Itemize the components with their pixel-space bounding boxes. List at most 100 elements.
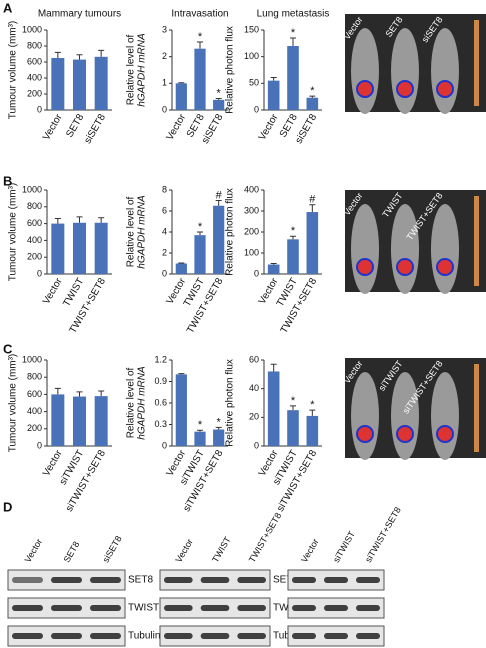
bar (175, 83, 187, 110)
bar (51, 58, 65, 110)
blot-band (51, 605, 82, 611)
significance-marker: * (291, 395, 296, 407)
blot-band (292, 605, 316, 611)
error-bar (270, 263, 277, 265)
bar (194, 235, 206, 274)
y-tick-label: 1.2 (154, 354, 167, 364)
y-tick-label: 0.9 (154, 376, 167, 386)
bar (94, 56, 108, 110)
blot-band (164, 577, 193, 583)
y-axis-label: Relative photon flux (225, 188, 236, 276)
chart-title: Mammary tumours (38, 9, 121, 20)
bar (287, 239, 299, 274)
y-tick-label: 0 (254, 268, 259, 278)
y-tick-label: 6 (162, 205, 167, 215)
error-bar (98, 390, 105, 397)
color-scale (474, 196, 479, 286)
bar (94, 222, 108, 274)
bar (306, 97, 319, 110)
x-tick-label: Vector (165, 112, 189, 143)
mouse (431, 204, 459, 294)
blot-band (200, 605, 230, 611)
y-axis-label: hGAPDH mRNA (137, 366, 148, 440)
bar (213, 429, 225, 446)
lane-label: siTWIST (331, 529, 357, 564)
bar (287, 410, 299, 446)
error-bar (54, 51, 61, 58)
y-tick-label: 100 (244, 247, 259, 257)
protein-label: TWIST (128, 603, 159, 614)
y-axis-label: Relative photon flux (225, 26, 236, 114)
y-tick-label: 20 (249, 412, 259, 422)
signal (436, 425, 454, 443)
y-tick-label: 0 (37, 440, 42, 450)
y-tick-label: 100 (244, 51, 259, 61)
protein-label: SET8 (128, 575, 153, 586)
error-bar (76, 54, 83, 60)
significance-marker: * (198, 31, 203, 43)
y-axis-label: Relative level of (126, 34, 137, 105)
blot-band (237, 633, 266, 639)
y-tick-label: 40 (249, 383, 259, 393)
error-bar (309, 95, 316, 98)
y-tick-label: 600 (27, 218, 42, 228)
error-bar (215, 200, 222, 206)
bar (306, 212, 319, 274)
error-bar (76, 216, 83, 223)
chart-title: Intravasation (171, 9, 228, 20)
color-scale (474, 20, 479, 106)
error-bar (98, 49, 105, 57)
lane-label: siTWIST+SET8 (363, 505, 403, 564)
y-tick-label: 1000 (22, 354, 42, 364)
error-bar (290, 37, 296, 46)
lane-label: Vector (299, 537, 320, 564)
y-tick-label: 8 (162, 184, 167, 194)
error-bar (270, 76, 277, 81)
lane-label: TWIST+SET8 (247, 511, 284, 564)
y-axis-label: Tumour volume (mm³) (8, 354, 19, 453)
bar (213, 99, 225, 110)
error-bar (197, 231, 203, 236)
signal (356, 425, 374, 443)
blot-band (292, 633, 316, 639)
panel-label: B (3, 173, 12, 188)
x-tick-label: Vector (41, 112, 65, 143)
error-bar (215, 426, 222, 430)
mouse (391, 372, 419, 460)
y-tick-label: 0 (162, 104, 167, 114)
error-bar (290, 235, 296, 240)
mouse (431, 372, 459, 460)
bar (175, 263, 187, 274)
y-tick-label: 200 (244, 226, 259, 236)
bar (194, 48, 206, 110)
y-tick-label: 800 (27, 201, 42, 211)
y-tick-label: 50 (249, 78, 259, 88)
lane-label: TWIST (210, 535, 233, 565)
y-axis-label: Tumour volume (mm³) (8, 183, 19, 282)
x-tick-label: SET8 (64, 112, 86, 140)
blot-band (90, 633, 121, 639)
error-bar (270, 363, 277, 372)
mouse (391, 28, 419, 114)
color-scale (474, 364, 479, 452)
y-tick-label: 600 (27, 389, 42, 399)
lane-label: siSET8 (101, 534, 124, 564)
y-tick-label: 400 (244, 184, 259, 194)
blot-band (356, 633, 380, 639)
y-tick-label: 2 (162, 247, 167, 257)
y-tick-label: 600 (27, 56, 42, 66)
blot-band (356, 577, 380, 583)
panel-label: D (3, 499, 12, 514)
y-tick-label: 2 (162, 51, 167, 61)
significance-marker: * (198, 221, 203, 233)
y-tick-label: 800 (27, 40, 42, 50)
y-tick-label: 1000 (22, 184, 42, 194)
mouse (431, 28, 459, 114)
error-bar (76, 391, 83, 397)
y-axis-label: Relative level of (126, 367, 137, 438)
error-bar (215, 98, 222, 100)
panel-label: C (3, 341, 13, 356)
y-axis-label: hGAPDH mRNA (137, 195, 148, 269)
signal (396, 80, 414, 98)
